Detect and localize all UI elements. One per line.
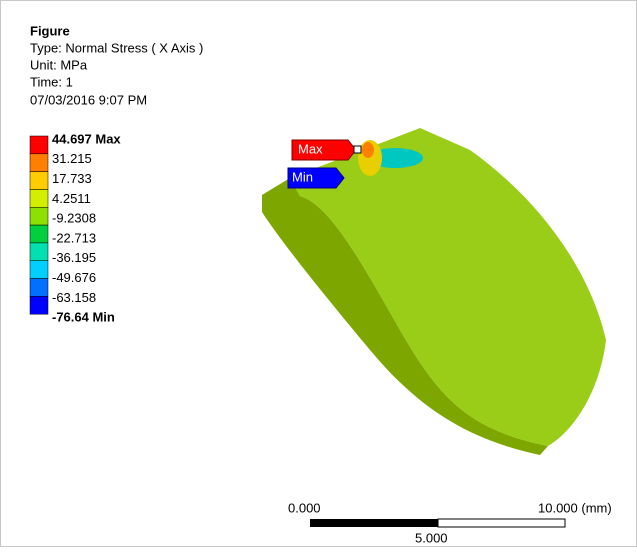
- title: Figure: [30, 23, 70, 38]
- legend-label: 31.215: [52, 151, 92, 166]
- legend-swatch: [30, 296, 48, 314]
- max-label: Max: [298, 141, 323, 156]
- info-line: Time: 1: [30, 74, 73, 89]
- legend-swatch: [30, 243, 48, 261]
- scale-bar-dark: [310, 519, 438, 527]
- legend-label: -36.195: [52, 250, 96, 265]
- legend-label: 44.697 Max: [52, 131, 121, 146]
- page: {"header": {"title": "Figure", "lines": …: [0, 0, 637, 547]
- legend-label: -49.676: [52, 270, 96, 285]
- legend-label: -76.64 Min: [52, 310, 115, 325]
- info-line: Type: Normal Stress ( X Axis ): [30, 40, 203, 55]
- legend-label: 4.2511: [52, 191, 91, 206]
- legend-swatch: [30, 261, 48, 279]
- legend-swatch: [30, 172, 48, 190]
- scale-bar-light: [438, 519, 565, 527]
- legend-label: -22.713: [52, 230, 96, 245]
- info-line: 07/03/2016 9:07 PM: [30, 92, 147, 107]
- legend-label: 17.733: [52, 171, 92, 186]
- stress-peak-core: [362, 142, 374, 158]
- legend-swatch: [30, 154, 48, 172]
- min-label: Min: [292, 169, 313, 184]
- legend-label: -63.158: [52, 290, 96, 305]
- legend-swatch: [30, 225, 48, 243]
- legend-label: -9.2308: [52, 211, 96, 226]
- info-line: Unit: MPa: [30, 57, 88, 72]
- scale-end: 10.000 (mm): [538, 500, 612, 515]
- scale-middle: 5.000: [415, 530, 448, 545]
- legend-swatch: [30, 136, 48, 154]
- viewport: Figure Type: Normal Stress ( X Axis ) Un…: [0, 0, 637, 547]
- legend-swatch: [30, 279, 48, 297]
- scale-start: 0.000: [288, 500, 321, 515]
- legend-swatch: [30, 207, 48, 225]
- max-point: [354, 146, 361, 153]
- legend-swatch: [30, 189, 48, 207]
